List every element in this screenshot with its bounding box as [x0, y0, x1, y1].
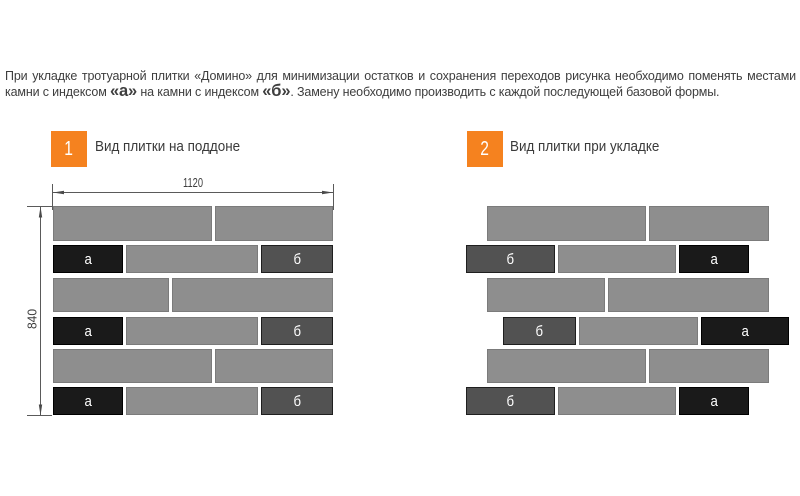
svg-text:1120: 1120 [183, 175, 203, 190]
svg-text:840: 840 [26, 309, 40, 329]
